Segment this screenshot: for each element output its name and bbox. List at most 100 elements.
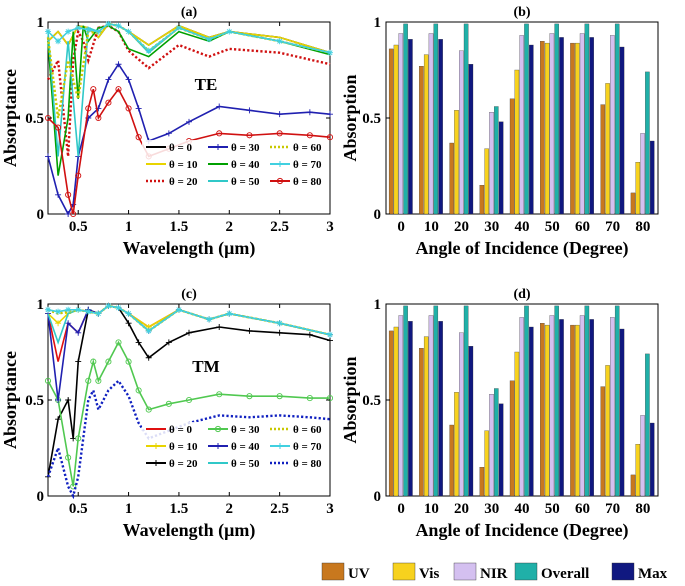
x-tick-label-d: 0 (397, 501, 405, 517)
series-point-a-7 (85, 26, 92, 33)
legend-label-a-7: θ = 70 (293, 159, 322, 171)
bar-b-overall-70 (614, 23, 620, 215)
bar-d-vis-10 (423, 336, 429, 497)
series-point-c-7 (85, 308, 92, 315)
series-point-c-7 (65, 306, 72, 313)
series-point-c-7 (75, 306, 82, 313)
series-point-c-3 (306, 395, 313, 402)
series-point-a-8 (306, 132, 313, 139)
legend-label-a-1: θ = 10 (169, 159, 198, 171)
x-tick-label-b: 20 (454, 219, 469, 235)
series-point-a-8 (95, 114, 102, 122)
legend-label-c-2: θ = 20 (169, 458, 198, 470)
bar-d-max-60 (589, 319, 594, 497)
x-axis-label-d: Angle of Incidence (Degree) (415, 520, 628, 541)
bar-d-nir-50 (549, 315, 555, 497)
bar-d-max-0 (408, 321, 413, 497)
series-point-c-1 (55, 320, 62, 327)
x-tick-label-d: 80 (635, 501, 650, 517)
y-axis-label-c: Absorptance (0, 351, 20, 449)
legend-label-c-6: θ = 60 (293, 424, 322, 436)
x-tick-label-a: 2 (226, 219, 234, 235)
series-point-c-3 (115, 339, 122, 346)
bar-b-vis-70 (605, 83, 610, 215)
series-point-c-4 (65, 320, 72, 327)
bar-d-nir-40 (519, 317, 524, 497)
bar-d-overall-40 (524, 305, 529, 497)
series-point-a-8 (326, 134, 334, 141)
series-point-c-3 (246, 393, 253, 400)
polarization-label-a: TE (195, 75, 218, 94)
bar-d-max-80 (649, 422, 655, 497)
y-tick-label-b: 1 (374, 15, 382, 31)
legend-label-c-7: θ = 70 (293, 441, 322, 453)
series-point-a-3 (327, 111, 333, 118)
x-axis-label-b: Angle of Incidence (Degree) (415, 238, 628, 259)
y-axis-label-a: Absorptance (0, 69, 20, 167)
series-point-c-7 (175, 306, 182, 313)
series-point-a-8 (105, 99, 112, 106)
series-point-a-3 (306, 109, 313, 116)
series-point-a-7 (276, 38, 283, 45)
series-point-a-3 (45, 153, 51, 160)
bar-d-overall-10 (433, 305, 439, 497)
bar-d-overall-0 (403, 305, 408, 497)
bar-b-uv-50 (540, 41, 545, 215)
bar-b-vis-80 (635, 162, 641, 215)
x-tick-label-c: 1 (125, 501, 133, 517)
x-tick-label-d: 40 (515, 501, 530, 517)
bottom-legend-swatch-uv (321, 562, 345, 581)
bar-b-nir-40 (519, 35, 524, 215)
bar-b-overall-10 (433, 23, 439, 215)
series-point-c-3 (145, 406, 152, 413)
legend-label-c-4: θ = 40 (231, 441, 260, 453)
series-point-c-3 (216, 391, 223, 398)
series-point-c-2 (65, 397, 72, 403)
series-point-c-7 (105, 302, 112, 309)
x-tick-label-a: 2.5 (270, 219, 289, 235)
y-tick-label-d: 1 (374, 297, 382, 313)
legend-label-c-5: θ = 50 (231, 458, 260, 470)
bar-d-vis-70 (605, 365, 610, 497)
x-tick-label-d: 20 (454, 501, 469, 517)
series-point-a-3 (55, 191, 62, 198)
bar-b-overall-50 (554, 23, 559, 215)
series-point-a-8 (75, 172, 82, 179)
series-point-c-7 (115, 304, 122, 311)
series-point-a-8 (115, 86, 122, 93)
legend-label-a-0: θ = 0 (169, 142, 193, 154)
series-point-a-3 (186, 118, 192, 125)
bar-d-vis-20 (454, 392, 459, 497)
series-point-a-7 (105, 20, 112, 27)
series-point-c-2 (125, 320, 132, 327)
series-point-a-8 (125, 105, 132, 112)
bar-b-nir-50 (549, 33, 555, 215)
x-tick-label-b: 0 (397, 219, 405, 235)
bar-d-max-30 (498, 403, 504, 497)
bar-b-nir-0 (398, 33, 404, 215)
series-point-a-3 (105, 76, 112, 83)
bar-b-uv-0 (388, 48, 394, 215)
bar-b-vis-60 (575, 42, 580, 215)
y-axis-label-b: Absorption (340, 74, 360, 161)
x-tick-label-b: 30 (484, 219, 499, 235)
bottom-legend-label-nir: NIR (480, 566, 508, 582)
bottom-legend-swatch-vis (392, 562, 416, 581)
series-line-c-3 (47, 340, 330, 487)
legend-marker-c-3 (214, 425, 222, 433)
bar-d-uv-40 (509, 380, 515, 497)
series-point-c-3 (95, 377, 102, 384)
bar-b-max-20 (468, 64, 474, 215)
x-tick-label-b: 40 (515, 219, 530, 235)
bar-d-max-20 (468, 346, 474, 497)
series-point-a-3 (216, 103, 223, 110)
bar-d-uv-20 (449, 424, 454, 497)
series-point-c-3 (326, 395, 334, 402)
series-point-a-7 (55, 38, 62, 45)
series-point-a-7 (75, 24, 82, 31)
bottom-legend-swatch-overall (514, 562, 538, 581)
bar-d-uv-80 (630, 474, 636, 497)
x-axis-label-a: Wavelength (μm) (123, 238, 256, 259)
series-point-c-3 (135, 387, 142, 394)
